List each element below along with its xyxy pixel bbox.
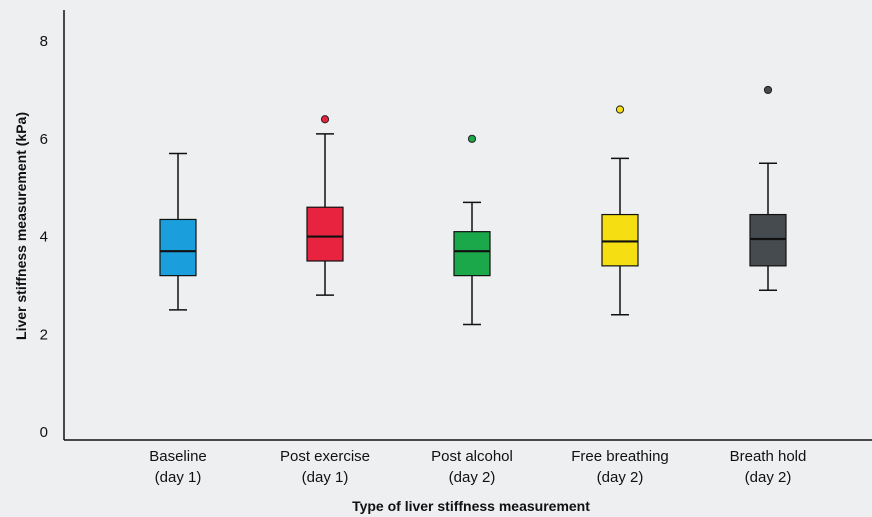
box-group [159, 152, 197, 311]
category-labels: Baseline (day 1) Post exercise (day 1) Post … [149, 448, 806, 486]
iqr-box [453, 231, 491, 277]
category-label-line1: Baseline [149, 448, 207, 465]
category-label-line1: Post exercise [280, 448, 370, 465]
y-tick-label: 2 [40, 326, 48, 343]
iqr-box [749, 213, 787, 267]
y-tick-label: 0 [40, 424, 48, 441]
y-axis-title: Liver stiffness measurement (kPa) [13, 112, 29, 340]
box-group [601, 105, 639, 316]
category-label-line1: Post alcohol [431, 448, 513, 465]
category-label-line2: (day 2) [597, 469, 644, 486]
y-tick-label: 6 [40, 131, 48, 148]
category-label-line1: Free breathing [571, 448, 669, 465]
outlier-point [320, 115, 330, 124]
category-label-line2: (day 2) [745, 469, 792, 486]
outlier-point [467, 134, 477, 143]
y-tick-labels: 0 2 4 6 8 [40, 33, 48, 441]
outlier-point [763, 85, 773, 95]
box-group [453, 134, 491, 326]
iqr-box [306, 206, 344, 262]
iqr-box [601, 213, 639, 267]
category-label-line2: (day 1) [155, 469, 202, 486]
category-label-line1: Breath hold [730, 448, 807, 465]
x-axis-title: Type of liver stiffness measurement [352, 498, 590, 514]
y-tick-label: 8 [40, 33, 48, 50]
boxes [159, 85, 787, 326]
box-group [306, 115, 344, 296]
outlier-point [615, 105, 625, 114]
y-tick-label: 4 [40, 229, 48, 246]
iqr-box [159, 218, 197, 277]
axes [63, 10, 872, 441]
category-label-line2: (day 1) [302, 469, 349, 486]
category-label-line2: (day 2) [449, 469, 496, 486]
box-group [749, 85, 787, 292]
